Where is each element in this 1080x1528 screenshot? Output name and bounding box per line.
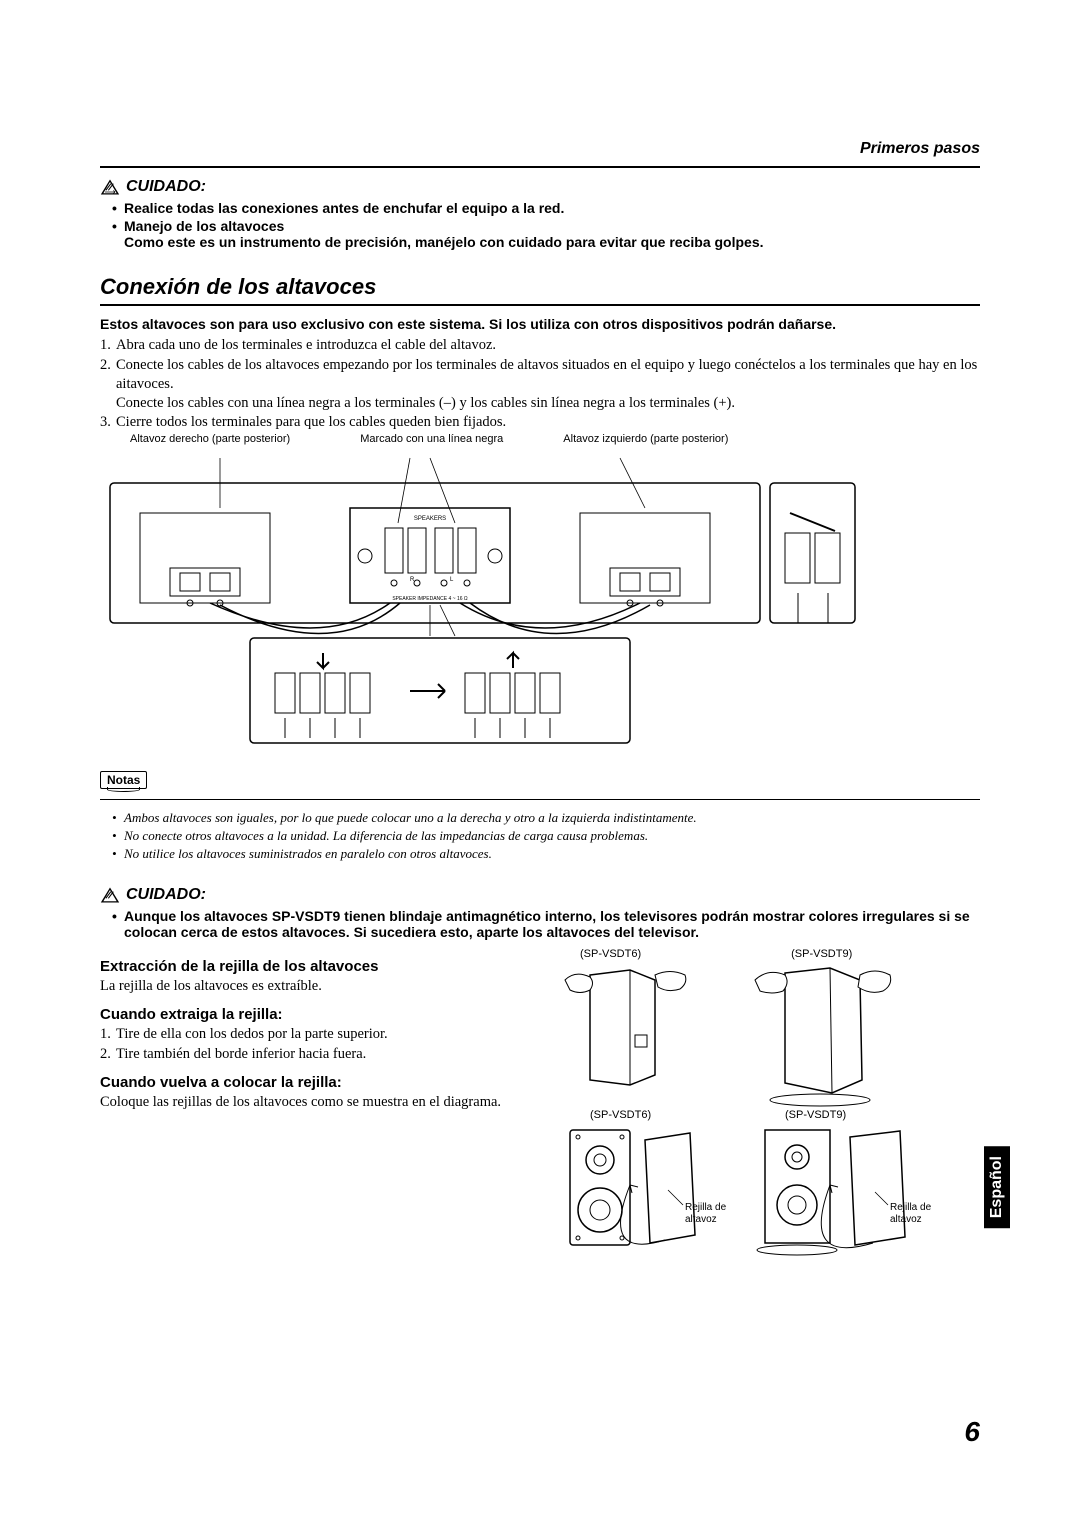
impedance-label: SPEAKER IMPEDANCE 4 ~ 16 Ω xyxy=(392,596,468,602)
grille-heading-3: Cuando vuelva a colocar la rejilla: xyxy=(100,1074,540,1091)
warning-icon xyxy=(100,886,120,904)
grille-heading-1: Extracción de la rejilla de los altavoce… xyxy=(100,958,540,975)
svg-text:Rejilla de: Rejilla de xyxy=(890,1202,932,1213)
step-item: 1.Tire de ella con los dedos por la part… xyxy=(100,1025,540,1044)
svg-text:R: R xyxy=(410,577,415,583)
step-item: 2.Tire también del borde inferior hacia … xyxy=(100,1045,540,1064)
svg-text:altavoz: altavoz xyxy=(890,1214,922,1225)
grille-heading-2: Cuando extraiga la rejilla: xyxy=(100,1006,540,1023)
notas-label: Notas xyxy=(100,771,147,789)
grille-diagram-column: (SP-VSDT6) (SP-VSDT9) (SP xyxy=(550,948,980,1265)
divider xyxy=(100,166,980,168)
notas-item: No utilice los altavoces suministrados e… xyxy=(112,846,980,862)
svg-text:(SP-VSDT6): (SP-VSDT6) xyxy=(590,1109,651,1121)
svg-text:L: L xyxy=(450,577,454,583)
warning-title: CUIDADO: xyxy=(126,178,206,196)
connection-diagram: SPEAKERS SPEAKER IMPEDANCE 4 ~ 16 Ω R L xyxy=(100,453,980,753)
steps-list: 1.Abra cada uno de los terminales e intr… xyxy=(100,336,980,432)
language-tab: Español xyxy=(984,1146,1010,1228)
bullet-item: Aunque los altavoces SP-VSDT9 tienen bli… xyxy=(112,908,980,940)
grille-p3: Coloque las rejillas de los altavoces co… xyxy=(100,1093,540,1112)
divider xyxy=(100,799,980,800)
notas-item: Ambos altavoces son iguales, por lo que … xyxy=(112,810,980,826)
divider xyxy=(100,304,980,306)
label-right-speaker: Altavoz izquierdo (parte posterior) xyxy=(563,433,728,445)
step-subtext: Conecte los cables con una línea negra a… xyxy=(116,394,980,413)
warning-title: CUIDADO: xyxy=(126,886,206,904)
grille-p1: La rejilla de los altavoces es extraíble… xyxy=(100,977,540,996)
label-marked-line: Marcado con una línea negra xyxy=(360,433,503,445)
svg-text:altavoz: altavoz xyxy=(685,1214,717,1225)
diagram-labels: Altavoz derecho (parte posterior) Marcad… xyxy=(100,433,980,445)
svg-text:Rejilla de: Rejilla de xyxy=(685,1202,727,1213)
warning-heading-1: CUIDADO: xyxy=(100,178,980,196)
svg-text:(SP-VSDT9): (SP-VSDT9) xyxy=(785,1109,846,1121)
grille-diagram: (SP-VSDT6) (SP-VSDT9) Rejilla de altavoz xyxy=(550,960,950,1260)
warning-bullets-2: Aunque los altavoces SP-VSDT9 tienen bli… xyxy=(100,908,980,940)
step-item: 3.Cierre todos los terminales para que l… xyxy=(100,413,980,432)
label-left-speaker: Altavoz derecho (parte posterior) xyxy=(130,433,290,445)
step-item: 1.Abra cada uno de los terminales e intr… xyxy=(100,336,980,355)
sp9-label: (SP-VSDT9) xyxy=(791,948,852,960)
bullet-item: Manejo de los altavoces Como este es un … xyxy=(112,218,980,250)
warning-icon xyxy=(100,178,120,196)
sp6-label: (SP-VSDT6) xyxy=(580,948,641,960)
step-item: 2.Conecte los cables de los altavoces em… xyxy=(100,356,980,413)
warning-bullets-1: Realice todas las conexiones antes de en… xyxy=(100,200,980,250)
page-number: 6 xyxy=(964,1416,980,1448)
notas-item: No conecte otros altavoces a la unidad. … xyxy=(112,828,980,844)
bullet-item: Realice todas las conexiones antes de en… xyxy=(112,200,980,216)
warning-heading-2: CUIDADO: xyxy=(100,886,980,904)
grille-text-column: Extracción de la rejilla de los altavoce… xyxy=(100,948,540,1265)
notas-list: Ambos altavoces son iguales, por lo que … xyxy=(100,810,980,862)
speakers-label: SPEAKERS xyxy=(414,516,446,522)
section-intro: Estos altavoces son para uso exclusivo c… xyxy=(100,316,980,332)
breadcrumb: Primeros pasos xyxy=(100,140,980,158)
section-title: Conexión de los altavoces xyxy=(100,274,980,300)
grille-steps: 1.Tire de ella con los dedos por la part… xyxy=(100,1025,540,1064)
